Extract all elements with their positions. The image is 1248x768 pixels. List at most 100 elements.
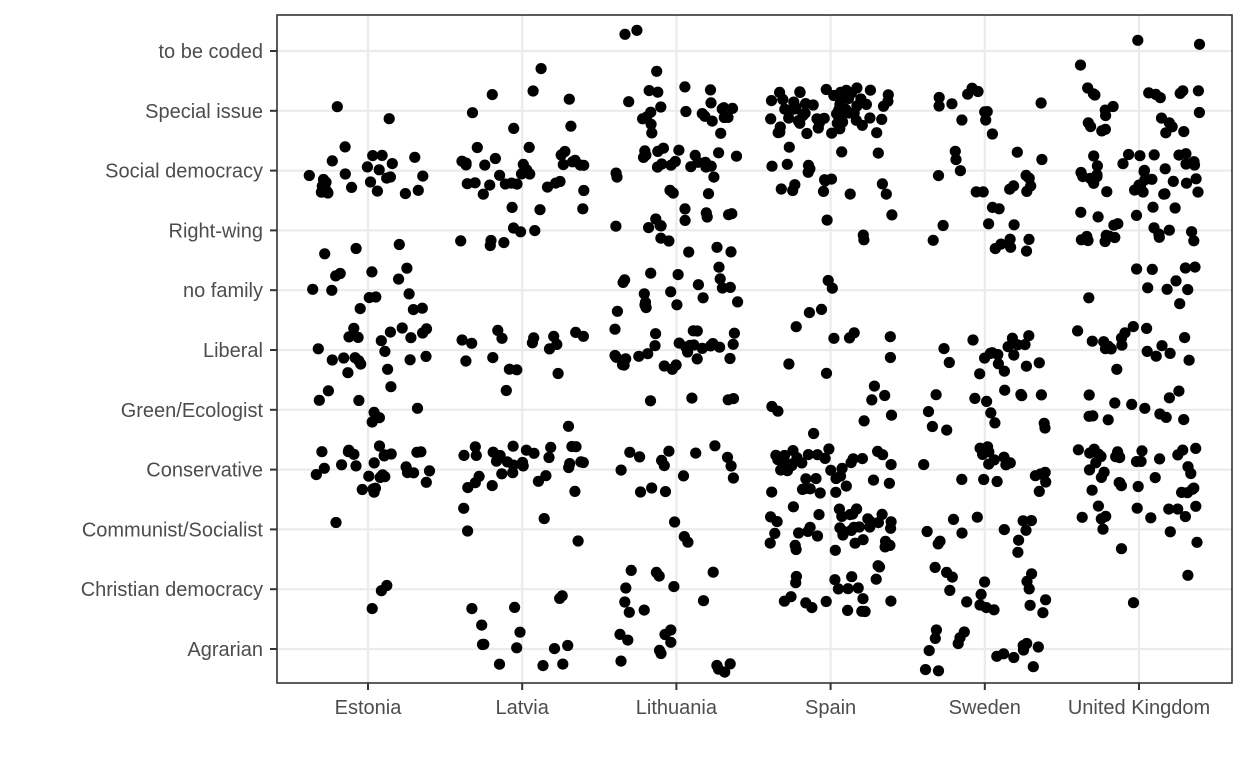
data-point [796, 457, 808, 469]
x-tick-label: Sweden [949, 697, 1021, 719]
data-point [690, 447, 702, 459]
data-point [1040, 594, 1052, 606]
data-point [829, 574, 841, 586]
data-point [1183, 354, 1195, 366]
data-point [785, 458, 797, 470]
data-point [1179, 262, 1191, 274]
data-point [802, 525, 814, 538]
data-point [1148, 149, 1160, 161]
data-point [1186, 226, 1198, 238]
data-point [1025, 515, 1037, 527]
data-point [1145, 512, 1157, 524]
data-point [978, 473, 990, 486]
data-point [840, 480, 852, 492]
data-point [974, 368, 986, 380]
data-point [697, 595, 710, 607]
data-point [348, 448, 360, 460]
data-point [851, 100, 863, 112]
data-point [732, 296, 744, 308]
data-point [781, 158, 793, 170]
data-point [1089, 89, 1101, 101]
data-point [554, 175, 566, 188]
data-point [687, 325, 699, 337]
data-point [1111, 363, 1123, 375]
data-point [679, 214, 691, 226]
data-point [845, 87, 858, 99]
data-point [1090, 457, 1102, 469]
data-point [1038, 417, 1050, 429]
data-point [1100, 510, 1112, 522]
data-point [501, 456, 513, 468]
data-point [1132, 480, 1144, 493]
data-point [334, 267, 346, 280]
data-point [1170, 275, 1182, 287]
data-point [810, 473, 822, 485]
data-point [814, 487, 826, 499]
data-point [507, 440, 519, 452]
data-point [411, 402, 424, 414]
data-point [330, 516, 342, 529]
data-point [578, 184, 590, 197]
data-point [790, 321, 802, 333]
data-point [833, 503, 846, 515]
data-point [1091, 160, 1103, 172]
data-point [577, 456, 589, 469]
data-point [956, 473, 968, 485]
data-point [1191, 536, 1203, 548]
data-point [828, 332, 840, 344]
data-point [815, 303, 828, 315]
data-point [548, 643, 561, 655]
data-point [709, 440, 721, 452]
data-point [331, 101, 343, 113]
data-point [1179, 332, 1191, 344]
data-point [821, 214, 833, 226]
data-point [653, 570, 665, 582]
data-point [1192, 85, 1204, 97]
data-point [1169, 202, 1181, 214]
data-point [1164, 347, 1176, 359]
data-point [794, 86, 806, 98]
y-tick-label: Christian democracy [81, 579, 263, 601]
data-point [566, 440, 578, 453]
data-point [458, 502, 470, 514]
data-point [1020, 245, 1033, 257]
data-point [303, 169, 315, 182]
y-tick-label: Liberal [203, 340, 263, 362]
data-point [704, 84, 717, 96]
data-point [921, 525, 933, 538]
data-point [842, 583, 854, 595]
data-point [699, 110, 711, 122]
data-point [859, 605, 871, 618]
data-point [420, 323, 433, 335]
data-point [820, 595, 832, 608]
data-point [1023, 583, 1035, 595]
data-point [511, 178, 523, 190]
data-point [820, 367, 833, 379]
data-point [538, 513, 550, 525]
data-point [326, 354, 338, 366]
data-point [787, 184, 799, 197]
data-point [788, 103, 800, 115]
data-point [1013, 534, 1025, 546]
data-point [385, 448, 397, 460]
data-point [1108, 219, 1120, 231]
data-point [381, 579, 393, 592]
data-point [982, 441, 994, 453]
data-point [1167, 175, 1179, 187]
data-point [769, 527, 781, 540]
data-point [665, 636, 677, 648]
data-point [650, 328, 662, 340]
data-point [1012, 546, 1024, 558]
data-point [1115, 543, 1128, 555]
y-tick-label: Special issue [145, 101, 263, 123]
data-point [1188, 156, 1200, 168]
y-tick-label: Social democracy [105, 161, 263, 183]
data-point [557, 159, 569, 171]
data-point [339, 141, 351, 153]
data-point [367, 150, 379, 162]
data-point [348, 322, 360, 334]
data-point [1133, 179, 1145, 191]
data-point [496, 468, 508, 480]
data-point [1037, 607, 1049, 619]
data-point [707, 566, 719, 578]
